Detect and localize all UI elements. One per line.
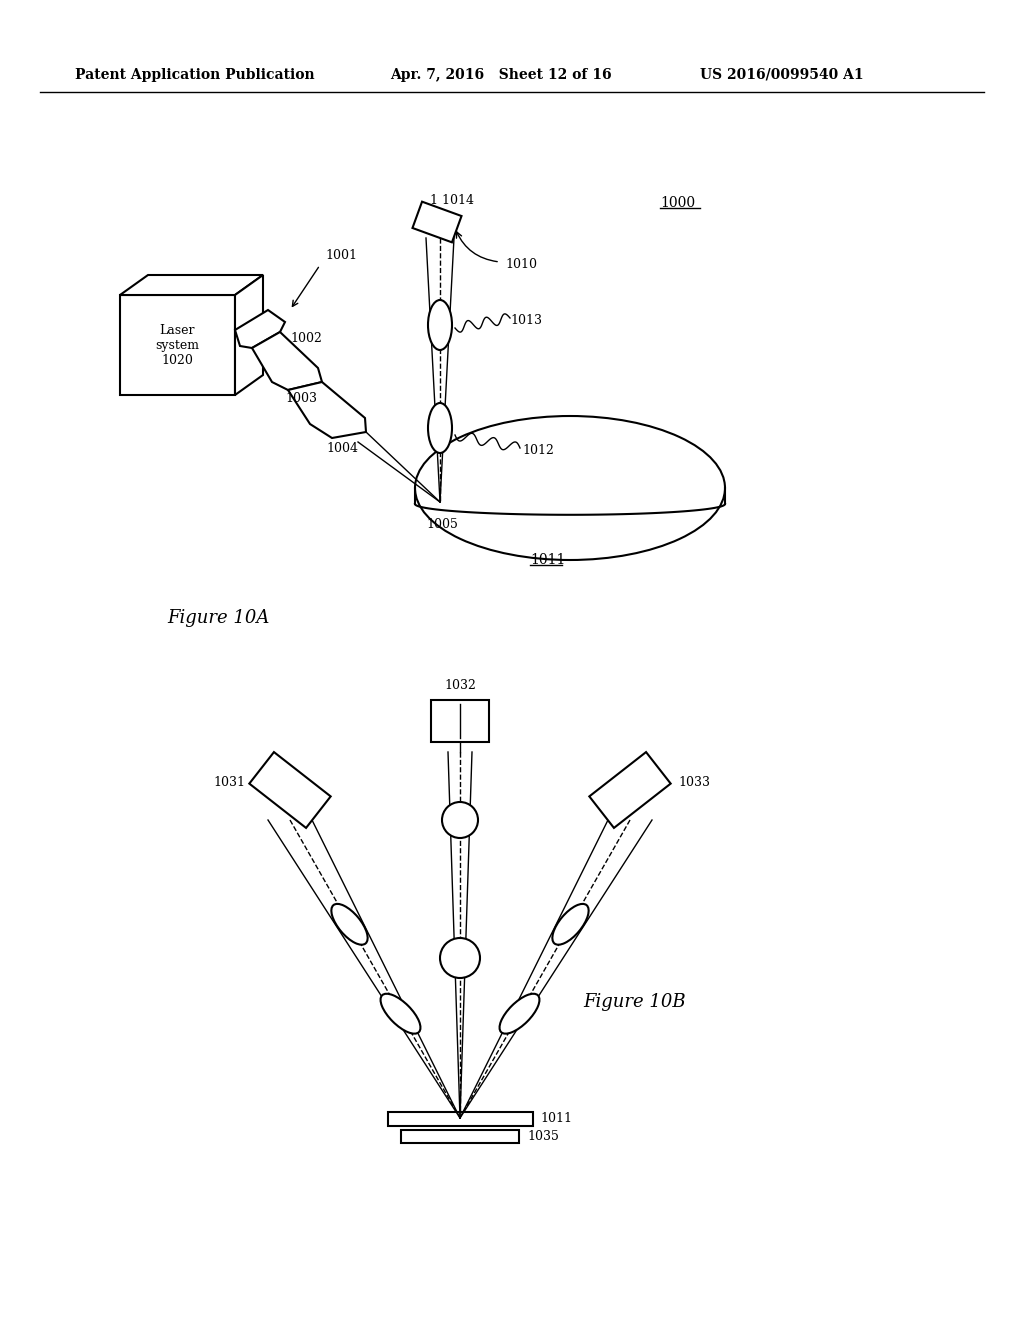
Text: 1012: 1012 bbox=[522, 444, 554, 457]
Ellipse shape bbox=[500, 994, 540, 1034]
Text: 1013: 1013 bbox=[510, 314, 542, 326]
Ellipse shape bbox=[381, 994, 421, 1034]
Bar bbox=[120, 294, 234, 395]
Text: Patent Application Publication: Patent Application Publication bbox=[75, 69, 314, 82]
Polygon shape bbox=[288, 381, 366, 438]
Text: Figure 10B: Figure 10B bbox=[584, 993, 686, 1011]
Text: 1004: 1004 bbox=[326, 441, 358, 454]
Polygon shape bbox=[413, 202, 462, 243]
Text: Apr. 7, 2016   Sheet 12 of 16: Apr. 7, 2016 Sheet 12 of 16 bbox=[390, 69, 611, 82]
Ellipse shape bbox=[428, 403, 452, 453]
Bar bbox=[431, 700, 489, 742]
Text: 1003: 1003 bbox=[285, 392, 317, 404]
Text: 1031: 1031 bbox=[213, 776, 245, 788]
Polygon shape bbox=[234, 275, 263, 395]
Ellipse shape bbox=[415, 416, 725, 560]
Text: 1005: 1005 bbox=[426, 517, 458, 531]
Text: 1010: 1010 bbox=[505, 259, 537, 272]
Text: 1032: 1032 bbox=[444, 678, 476, 692]
Ellipse shape bbox=[552, 904, 589, 945]
Text: 1011: 1011 bbox=[530, 553, 565, 568]
Polygon shape bbox=[590, 752, 671, 828]
Text: 1033: 1033 bbox=[678, 776, 710, 788]
Ellipse shape bbox=[440, 939, 480, 978]
Bar bbox=[401, 1130, 519, 1143]
Text: Laser
system
1020: Laser system 1020 bbox=[155, 323, 199, 367]
Text: 1035: 1035 bbox=[527, 1130, 559, 1143]
Ellipse shape bbox=[428, 300, 452, 350]
Polygon shape bbox=[249, 752, 331, 828]
Text: 1 1014: 1 1014 bbox=[430, 194, 474, 206]
Text: Figure 10A: Figure 10A bbox=[167, 609, 269, 627]
Text: 1000: 1000 bbox=[660, 195, 695, 210]
Bar bbox=[388, 1111, 534, 1126]
Text: US 2016/0099540 A1: US 2016/0099540 A1 bbox=[700, 69, 863, 82]
Text: 1001: 1001 bbox=[325, 249, 357, 261]
Text: 1002: 1002 bbox=[290, 331, 322, 345]
Polygon shape bbox=[234, 310, 285, 348]
Polygon shape bbox=[252, 333, 322, 389]
Ellipse shape bbox=[442, 803, 478, 838]
Ellipse shape bbox=[332, 904, 368, 945]
Polygon shape bbox=[120, 275, 263, 294]
Text: 1011: 1011 bbox=[540, 1113, 572, 1126]
